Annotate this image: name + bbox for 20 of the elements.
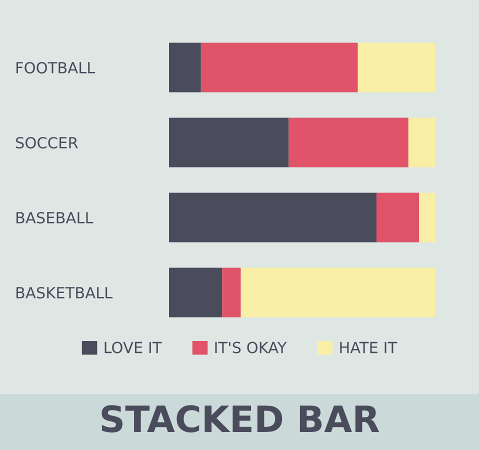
bar [222, 268, 241, 318]
y-tick-label: BASKETBALL [16, 286, 113, 299]
bar [169, 192, 376, 242]
bar [419, 192, 435, 242]
bar [376, 192, 420, 242]
text: STACKED BAR [102, 405, 380, 432]
bar [358, 42, 435, 92]
legend-label: HATE IT [340, 342, 398, 354]
bar [169, 42, 201, 92]
bar [169, 268, 222, 318]
bar [408, 118, 435, 168]
bar [169, 118, 289, 168]
y-tick-label: BASEBALL [16, 212, 94, 224]
legend-label: IT'S OKAY [215, 342, 287, 354]
bar [240, 268, 435, 318]
bar [200, 42, 358, 92]
bar [288, 118, 408, 168]
y-tick-label: SOCCER [16, 136, 78, 149]
legend-label: LOVE IT [104, 342, 162, 354]
y-tick-label: FOOTBALL [16, 62, 96, 74]
